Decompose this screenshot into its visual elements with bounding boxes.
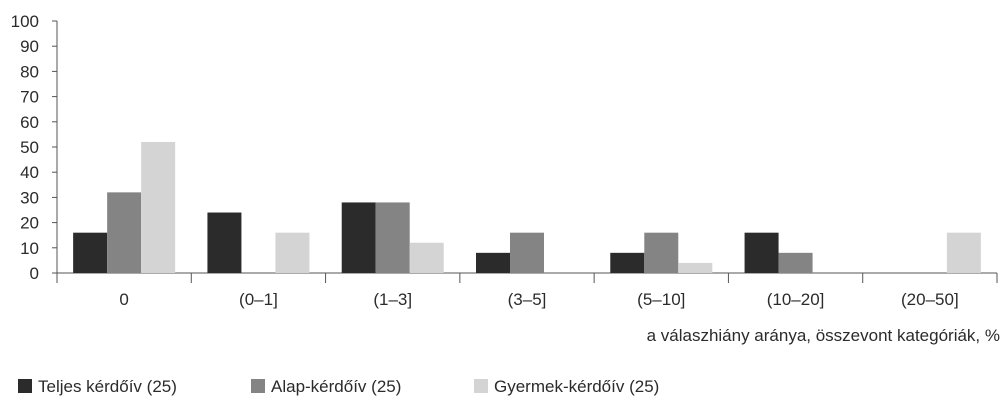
y-axis: 0 10 20 30 40 50 60 70 80 90 100 (11, 12, 58, 283)
bar (644, 232, 679, 273)
y-tick-label: 60 (20, 113, 39, 132)
x-axis-label: a válaszhiány aránya, összevont kategóri… (647, 326, 1000, 345)
bars (73, 141, 981, 273)
legend: Teljes kérdőív (25) Alap-kérdőív (25) Gyer… (18, 377, 659, 396)
y-tick-label: 70 (20, 88, 39, 107)
x-tick-label: (0–1] (239, 290, 278, 309)
bar (678, 262, 713, 273)
legend-label: Alap-kérdőív (25) (271, 377, 401, 396)
x-axis: 0 (0–1] (1–3] (3–5] (5–10] (10–20] (20–50] (56, 272, 998, 309)
bar (275, 232, 310, 273)
x-tick-label: (20–50] (901, 290, 959, 309)
y-tick-label: 80 (20, 62, 39, 81)
bar (409, 242, 444, 273)
bar (476, 252, 510, 273)
legend-swatch (474, 379, 488, 393)
legend-label: Gyermek-kérdőív (25) (494, 377, 659, 396)
y-tick-label: 100 (11, 12, 39, 31)
x-tick-label: (1–3] (373, 290, 412, 309)
legend-label: Teljes kérdőív (25) (38, 377, 177, 396)
bar (946, 232, 981, 273)
y-tick-label: 90 (20, 37, 39, 56)
y-tick-label: 10 (20, 239, 39, 258)
y-tick-label: 20 (20, 214, 39, 233)
y-tick-label: 30 (20, 188, 39, 207)
y-tick-label: 40 (20, 163, 39, 182)
bar (744, 232, 779, 273)
bar (510, 232, 544, 273)
bar (141, 141, 176, 273)
bar (375, 202, 410, 273)
bar (341, 202, 376, 273)
x-tick-label: (3–5] (508, 290, 547, 309)
bar (610, 252, 645, 273)
x-tick-label: (10–20] (767, 290, 825, 309)
bar (73, 232, 108, 273)
y-tick-label: 0 (30, 264, 39, 283)
legend-swatch (251, 379, 265, 393)
y-tick-label: 50 (20, 138, 39, 157)
bar (778, 252, 813, 273)
x-tick-label: (5–10] (637, 290, 685, 309)
legend-swatch (18, 379, 32, 393)
bar (107, 192, 142, 273)
x-tick-label: 0 (119, 290, 128, 309)
bar (207, 212, 242, 273)
